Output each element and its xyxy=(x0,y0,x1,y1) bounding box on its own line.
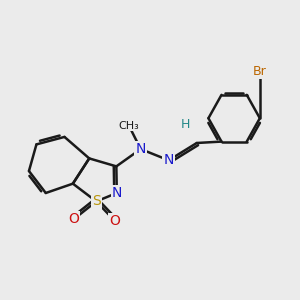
Text: O: O xyxy=(68,212,79,226)
Text: N: N xyxy=(164,153,174,167)
Text: Br: Br xyxy=(253,65,267,78)
Text: H: H xyxy=(180,118,190,131)
Text: O: O xyxy=(110,214,120,228)
Text: N: N xyxy=(112,186,122,200)
Text: S: S xyxy=(92,194,100,208)
Text: N: N xyxy=(136,142,146,156)
Text: CH₃: CH₃ xyxy=(118,121,139,131)
